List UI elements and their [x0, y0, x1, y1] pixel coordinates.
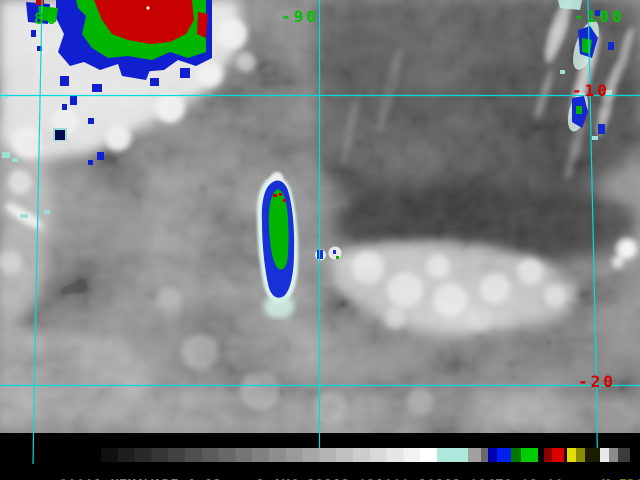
- status-line: 10001 HIMAWARI-8 13 1 AUG 22213 021000 1…: [25, 464, 640, 480]
- colorbar-segment-mid-gray: [481, 448, 488, 462]
- mcidas-brand: McIDAS: [564, 478, 640, 480]
- meridian-line-east: [587, 0, 599, 457]
- colorbar-segment-white: [600, 448, 609, 462]
- colorbar-segment-green: [521, 448, 538, 462]
- colorbar-segment-yellow: [567, 448, 576, 462]
- colorbar-segment-dark-blue: [488, 448, 497, 462]
- enhanced-cluster-topleft: [26, 0, 212, 92]
- colorbar-segment-gray: [609, 448, 618, 462]
- colorbar-segment-olive: [576, 448, 585, 462]
- enhanced-storm-central: [256, 172, 299, 319]
- colorbar-segment-dark-gray: [618, 448, 630, 462]
- image-info-text: 0001 HIMAWARI-8 13 1 AUG 22213 021000 10…: [68, 478, 564, 480]
- satellite-imagery: [0, 0, 640, 433]
- colorbar-segment-black-gap-2: [564, 448, 567, 462]
- colorbar-segment-dark-green: [511, 448, 521, 462]
- enhancement-colorbar: [101, 448, 640, 462]
- colorbar-segment-dark-olive: [585, 448, 600, 462]
- colorbar-segment-pale-cyan: [437, 448, 468, 462]
- colorbar-segment-end-black: [630, 448, 640, 462]
- frame-number: 1: [59, 478, 68, 480]
- colorbar-grayscale-gradient: [101, 448, 437, 462]
- latlon-grid: [0, 0, 640, 457]
- colorbar-segment-dark-red: [544, 448, 552, 462]
- colorbar-segment-light-gray: [468, 448, 481, 462]
- meridian-line-west: [32, 0, 43, 457]
- colorbar-segment-black-gap-1: [538, 448, 544, 462]
- colorbar-segment-red: [552, 448, 564, 462]
- colorbar-segment-blue: [497, 448, 511, 462]
